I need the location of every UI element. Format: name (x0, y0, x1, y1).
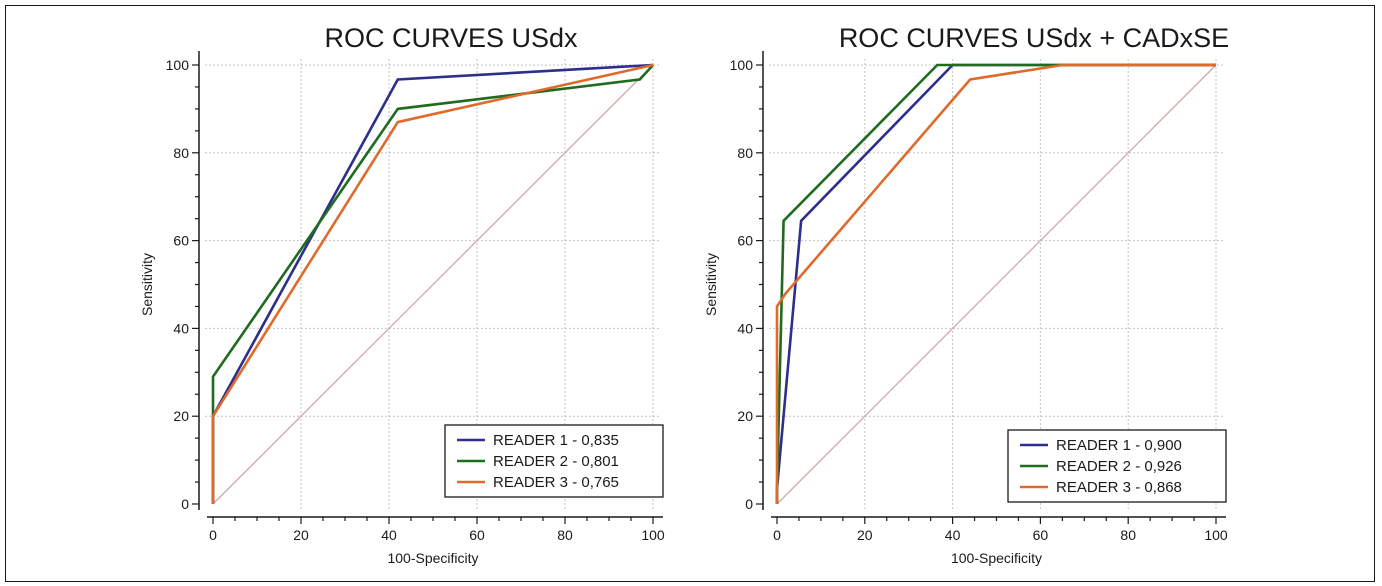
x-tick-label: 20 (293, 527, 309, 543)
x-tick-label: 100 (641, 527, 665, 543)
y-tick-label: 0 (745, 496, 753, 512)
y-tick-label: 80 (737, 145, 753, 161)
y-tick-label: 60 (173, 233, 189, 249)
chart-1: ROC CURVES USdx 0 20 40 60 80 100 0 20 40 60 80 100 1… (139, 23, 665, 566)
y-tick-label: 60 (737, 233, 753, 249)
reference-diagonal (212, 64, 654, 505)
chart-2: ROC CURVES USdx + CADxSE 0 20 40 60 80 100 0 20 4… (703, 23, 1229, 566)
y-tick-label: 40 (173, 320, 189, 336)
x-tick-label: 20 (857, 527, 873, 543)
x-tick-label: 60 (469, 527, 485, 543)
x-tick-label: 100 (1204, 527, 1228, 543)
x-axis-label: 100-Specificity (951, 550, 1042, 566)
y-tick-label: 0 (181, 496, 189, 512)
x-tick-label: 40 (381, 527, 397, 543)
y-axis-label: Sensitivity (139, 253, 155, 316)
roc-line-reader-3 (211, 63, 654, 504)
legend-entry: READER 1 - 0,835 (493, 432, 619, 449)
roc-line-reader-3 (775, 63, 1216, 504)
x-tick-label: 40 (945, 527, 961, 543)
y-tick-label: 100 (730, 57, 754, 73)
legend: READER 1 - 0,835 READER 2 - 0,801 READER 3… (444, 424, 664, 498)
reference-diagonal (776, 64, 1217, 505)
x-tick-label: 0 (773, 527, 781, 543)
x-tick-label: 60 (1033, 527, 1049, 543)
chart-title: ROC CURVES USdx (324, 23, 578, 53)
x-tick-label: 80 (557, 527, 573, 543)
y-tick-label: 40 (737, 320, 753, 336)
y-tick-label: 80 (173, 145, 189, 161)
legend-entry: READER 2 - 0,926 (1056, 458, 1182, 475)
legend-entry: READER 3 - 0,765 (493, 474, 619, 491)
x-axis-label: 100-Specificity (387, 550, 478, 566)
y-tick-label: 100 (166, 57, 190, 73)
chart-title: ROC CURVES USdx + CADxSE (839, 23, 1229, 53)
legend: READER 1 - 0,900 READER 2 - 0,926 READER 3… (1007, 429, 1227, 503)
y-tick-label: 20 (737, 408, 753, 424)
y-tick-label: 20 (173, 408, 189, 424)
legend-entry: READER 3 - 0,868 (1056, 479, 1182, 496)
x-tick-label: 80 (1120, 527, 1136, 543)
legend-entry: READER 2 - 0,801 (493, 453, 619, 470)
x-tick-label: 0 (209, 527, 217, 543)
legend-entry: READER 1 - 0,900 (1056, 437, 1182, 454)
y-axis-label: Sensitivity (703, 253, 719, 316)
